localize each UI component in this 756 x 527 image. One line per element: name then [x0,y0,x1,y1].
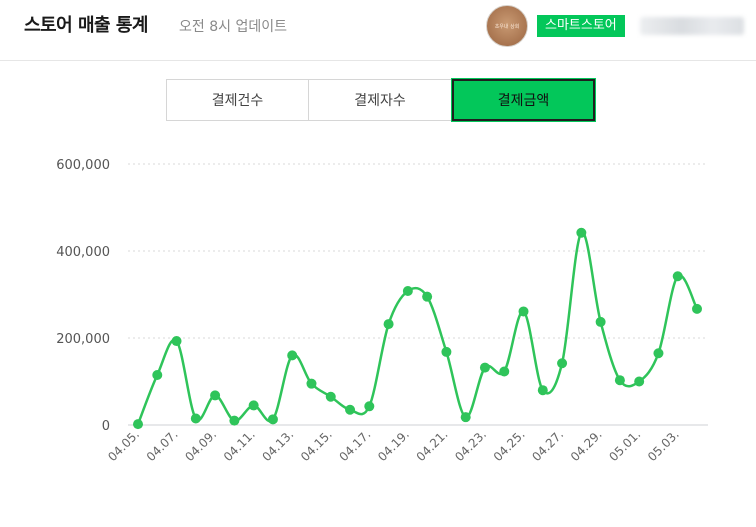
data-point[interactable] [248,400,259,411]
data-point[interactable] [287,350,298,361]
data-point[interactable] [634,376,645,387]
data-point[interactable] [614,375,625,386]
data-point[interactable] [325,391,336,402]
x-tick-label: 04.13. [259,427,296,464]
data-point[interactable] [383,319,394,330]
series-line [136,231,699,425]
x-tick-label: 04.05. [105,427,142,464]
data-point[interactable] [422,291,433,302]
data-point[interactable] [306,378,317,389]
data-point[interactable] [152,369,163,380]
x-tick-label: 05.03. [645,427,682,464]
y-tick-label: 400,000 [56,245,110,260]
y-tick-label: 200,000 [56,332,110,347]
data-point[interactable] [537,385,548,396]
data-point[interactable] [402,286,413,297]
data-point[interactable] [171,336,182,347]
x-tick-label: 04.27. [529,427,566,464]
x-tick-label: 04.23. [452,427,489,464]
x-tick-label: 04.15. [298,427,335,464]
data-point[interactable] [692,303,702,314]
x-tick-label: 04.11. [221,427,258,464]
metric-tabs: 결제건수 결제자수 결제금액 [166,78,597,122]
data-point[interactable] [441,346,452,357]
data-point[interactable] [190,413,201,424]
data-point[interactable] [499,366,510,377]
data-point[interactable] [653,348,664,359]
data-point[interactable] [518,306,529,317]
x-axis: 04.05. 04.07. 04.09. 04.11. 04.13. 04.15. 04.1… [105,427,682,464]
data-point[interactable] [133,419,143,430]
data-point[interactable] [345,404,356,415]
y-axis: 600,000 400,000 200,000 0 [56,158,110,434]
data-point[interactable] [460,412,471,423]
page-title: 스토어 매출 통계 [24,15,148,36]
avatar-text: 초우내 상회 [494,23,520,30]
data-point[interactable] [479,362,490,373]
tab-payer-count[interactable]: 결제자수 [309,79,452,121]
tab-payment-amount[interactable]: 결제금액 [451,78,596,122]
tab-payment-count[interactable]: 결제건수 [166,79,309,121]
account-name-blurred [640,17,744,35]
x-tick-label: 04.09. [182,427,219,464]
data-point[interactable] [672,271,683,282]
x-tick-label: 04.21. [414,427,451,464]
x-tick-label: 04.07. [144,427,181,464]
sales-line-chart: 600,000 400,000 200,000 0 04.05. 04.07. 04.09… [56,158,708,464]
x-tick-label: 04.17. [337,427,374,464]
data-point[interactable] [595,316,606,327]
update-time-label: 오전 8시 업데이트 [179,19,287,35]
data-point[interactable] [364,401,375,412]
chart-grid [128,163,708,426]
store-avatar[interactable]: 초우내 상회 [486,5,528,47]
data-point[interactable] [267,414,278,425]
y-tick-label: 0 [102,419,110,434]
x-tick-label: 05.01. [606,427,643,464]
data-point[interactable] [576,227,587,238]
series-points [133,227,702,430]
header: 스토어 매출 통계 오전 8시 업데이트 초우내 상회 스마트스토어 [0,0,756,61]
smartstore-badge[interactable]: 스마트스토어 [537,15,625,37]
x-tick-label: 04.25. [491,427,528,464]
y-tick-label: 600,000 [56,158,110,173]
data-point[interactable] [557,358,568,369]
x-tick-label: 04.19. [375,427,412,464]
data-point[interactable] [229,415,240,426]
data-point[interactable] [210,390,221,401]
x-tick-label: 04.29. [568,427,605,464]
